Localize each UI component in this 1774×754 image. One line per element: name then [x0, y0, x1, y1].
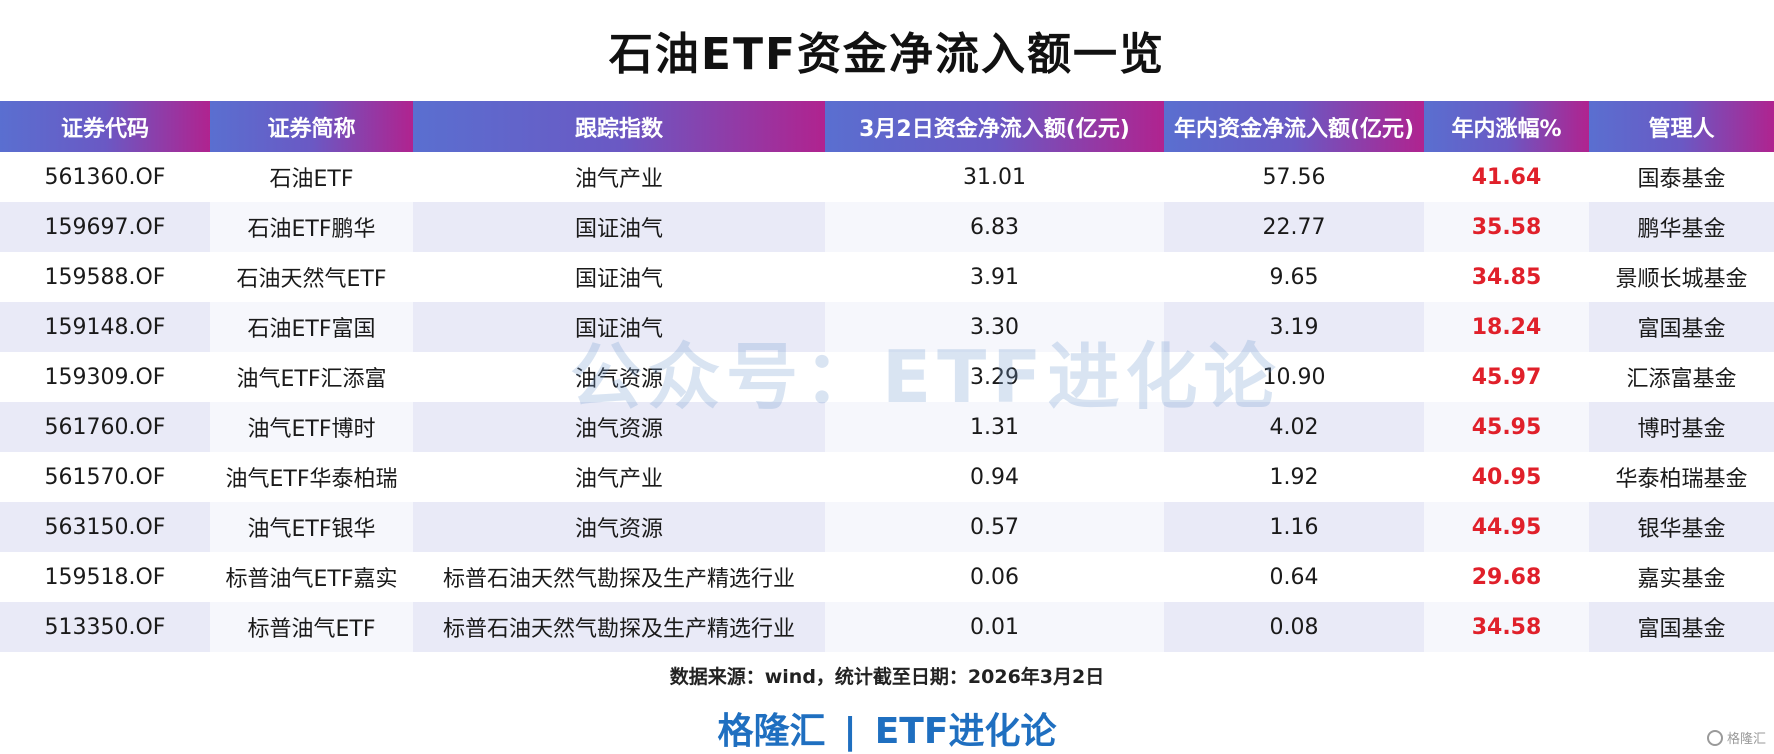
cell-manager: 汇添富基金	[1589, 352, 1774, 402]
header-manager: 管理人	[1589, 101, 1774, 152]
table-row: 159588.OF 石油天然气ETF 国证油气 3.91 9.65 34.85 景顺长城基金	[0, 252, 1774, 302]
cell-code: 561570.OF	[0, 452, 210, 502]
cell-ytd-inflow: 10.90	[1164, 352, 1424, 402]
cell-ytd-return: 18.24	[1424, 302, 1589, 352]
cell-manager: 景顺长城基金	[1589, 252, 1774, 302]
cell-name: 石油ETF富国	[210, 302, 413, 352]
cell-code: 563150.OF	[0, 502, 210, 552]
footer-brand: 格隆汇 | ETF进化论	[0, 702, 1774, 754]
table-row: 513350.OF 标普油气ETF 标普石油天然气勘探及生产精选行业 0.01 0.08…	[0, 602, 1774, 652]
cell-name: 油气ETF汇添富	[210, 352, 413, 402]
cell-daily-inflow: 31.01	[825, 152, 1164, 202]
table-row: 159518.OF 标普油气ETF嘉实 标普石油天然气勘探及生产精选行业 0.06 0.…	[0, 552, 1774, 602]
cell-name: 石油天然气ETF	[210, 252, 413, 302]
table-row: 561360.OF 石油ETF 油气产业 31.01 57.56 41.64 国泰基金	[0, 152, 1774, 202]
cell-daily-inflow: 3.91	[825, 252, 1164, 302]
cell-ytd-inflow: 1.92	[1164, 452, 1424, 502]
cell-index: 油气产业	[413, 152, 825, 202]
cell-name: 石油ETF鹏华	[210, 202, 413, 252]
cell-ytd-inflow: 22.77	[1164, 202, 1424, 252]
cell-ytd-inflow: 0.08	[1164, 602, 1424, 652]
footer-separator: |	[843, 711, 857, 752]
cell-daily-inflow: 3.30	[825, 302, 1164, 352]
cell-code: 159309.OF	[0, 352, 210, 402]
corner-logo-text: 格隆汇	[1726, 732, 1766, 747]
cell-index: 油气资源	[413, 502, 825, 552]
cell-manager: 银华基金	[1589, 502, 1774, 552]
cell-code: 159148.OF	[0, 302, 210, 352]
cell-ytd-return: 29.68	[1424, 552, 1589, 602]
cell-index: 标普石油天然气勘探及生产精选行业	[413, 602, 825, 652]
cell-ytd-return: 45.95	[1424, 402, 1589, 452]
table-row: 159697.OF 石油ETF鹏华 国证油气 6.83 22.77 35.58 鹏华基金	[0, 202, 1774, 252]
table-row: 561570.OF 油气ETF华泰柏瑞 油气产业 0.94 1.92 40.95 华泰柏瑞基…	[0, 452, 1774, 502]
cell-index: 标普石油天然气勘探及生产精选行业	[413, 552, 825, 602]
cell-manager: 华泰柏瑞基金	[1589, 452, 1774, 502]
header-code: 证券代码	[0, 101, 210, 152]
cell-ytd-return: 40.95	[1424, 452, 1589, 502]
cell-code: 561360.OF	[0, 152, 210, 202]
cell-ytd-return: 34.85	[1424, 252, 1589, 302]
cell-code: 159588.OF	[0, 252, 210, 302]
cell-manager: 博时基金	[1589, 402, 1774, 452]
cell-ytd-inflow: 0.64	[1164, 552, 1424, 602]
data-source-note: 数据来源：wind，统计截至日期：2026年3月2日	[669, 666, 1105, 688]
cell-name: 油气ETF银华	[210, 502, 413, 552]
cell-ytd-inflow: 3.19	[1164, 302, 1424, 352]
cell-index: 油气产业	[413, 452, 825, 502]
table-row: 563150.OF 油气ETF银华 油气资源 0.57 1.16 44.95 银华基金	[0, 502, 1774, 552]
cell-ytd-inflow: 1.16	[1164, 502, 1424, 552]
cell-index: 国证油气	[413, 202, 825, 252]
cell-ytd-return: 44.95	[1424, 502, 1589, 552]
cell-daily-inflow: 0.57	[825, 502, 1164, 552]
cell-daily-inflow: 0.06	[825, 552, 1164, 602]
cell-index: 国证油气	[413, 302, 825, 352]
footer-brand-left: 格隆汇	[717, 711, 826, 752]
cell-daily-inflow: 6.83	[825, 202, 1164, 252]
cell-ytd-inflow: 57.56	[1164, 152, 1424, 202]
cell-code: 561760.OF	[0, 402, 210, 452]
header-ytd-inflow: 年内资金净流入额(亿元)	[1164, 101, 1424, 152]
cell-index: 油气资源	[413, 402, 825, 452]
cell-index: 油气资源	[413, 352, 825, 402]
cell-code: 159697.OF	[0, 202, 210, 252]
header-ytd-return: 年内涨幅%	[1424, 101, 1589, 152]
cell-daily-inflow: 0.01	[825, 602, 1164, 652]
cell-code: 513350.OF	[0, 602, 210, 652]
cell-ytd-inflow: 9.65	[1164, 252, 1424, 302]
cell-manager: 嘉实基金	[1589, 552, 1774, 602]
table-row: 159148.OF 石油ETF富国 国证油气 3.30 3.19 18.24 富国基金	[0, 302, 1774, 352]
page-title: 石油ETF资金净流入额一览	[608, 29, 1166, 80]
cell-name: 油气ETF华泰柏瑞	[210, 452, 413, 502]
cell-daily-inflow: 3.29	[825, 352, 1164, 402]
footer-brand-right: ETF进化论	[874, 711, 1057, 752]
cell-manager: 国泰基金	[1589, 152, 1774, 202]
cell-ytd-return: 34.58	[1424, 602, 1589, 652]
cell-index: 国证油气	[413, 252, 825, 302]
table-header-row: 证券代码 证券简称 跟踪指数 3月2日资金净流入额(亿元) 年内资金净流入额(亿…	[0, 101, 1774, 152]
header-name: 证券简称	[210, 101, 413, 152]
cell-manager: 富国基金	[1589, 602, 1774, 652]
cell-ytd-inflow: 4.02	[1164, 402, 1424, 452]
cell-ytd-return: 35.58	[1424, 202, 1589, 252]
table-row: 561760.OF 油气ETF博时 油气资源 1.31 4.02 45.95 博时基金	[0, 402, 1774, 452]
cell-name: 石油ETF	[210, 152, 413, 202]
cell-daily-inflow: 1.31	[825, 402, 1164, 452]
cell-manager: 鹏华基金	[1589, 202, 1774, 252]
cell-ytd-return: 41.64	[1424, 152, 1589, 202]
cell-daily-inflow: 0.94	[825, 452, 1164, 502]
corner-logo: 格隆汇	[1706, 728, 1766, 747]
cell-name: 标普油气ETF	[210, 602, 413, 652]
cell-code: 159518.OF	[0, 552, 210, 602]
etf-flow-table: 证券代码 证券简称 跟踪指数 3月2日资金净流入额(亿元) 年内资金净流入额(亿…	[0, 101, 1774, 652]
cell-manager: 富国基金	[1589, 302, 1774, 352]
header-index: 跟踪指数	[413, 101, 825, 152]
header-daily-inflow: 3月2日资金净流入额(亿元)	[825, 101, 1164, 152]
cell-ytd-return: 45.97	[1424, 352, 1589, 402]
logo-icon	[1706, 729, 1723, 746]
cell-name: 油气ETF博时	[210, 402, 413, 452]
cell-name: 标普油气ETF嘉实	[210, 552, 413, 602]
table-row: 159309.OF 油气ETF汇添富 油气资源 3.29 10.90 45.97 汇添富基金	[0, 352, 1774, 402]
